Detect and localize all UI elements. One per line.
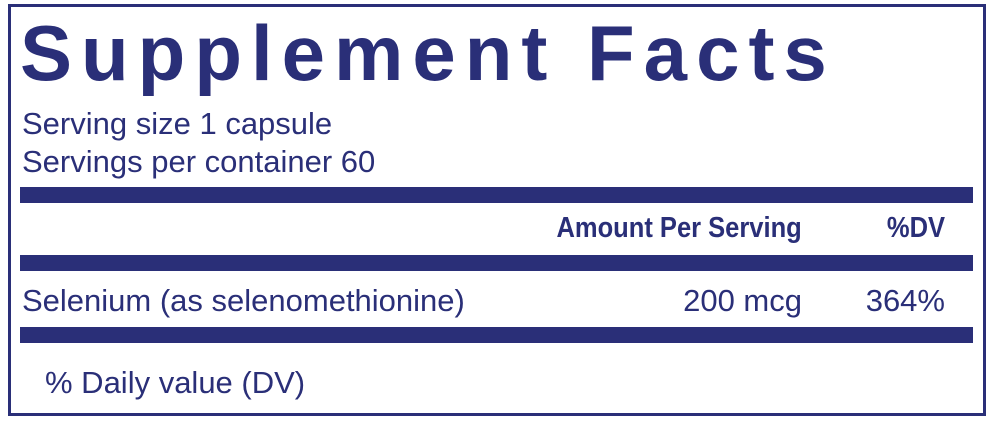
header-amount-per-serving: Amount Per Serving bbox=[556, 212, 802, 244]
serving-size: Serving size 1 capsule bbox=[22, 106, 333, 141]
divider-bar bbox=[20, 255, 973, 271]
servings-per-container: Servings per container 60 bbox=[22, 144, 376, 179]
nutrient-name: Selenium (as selenomethionine) bbox=[22, 283, 465, 318]
nutrient-amount: 200 mcg bbox=[683, 283, 802, 318]
label-title: Supplement Facts bbox=[20, 9, 836, 97]
label-border bbox=[8, 4, 986, 416]
divider-bar bbox=[20, 327, 973, 343]
footnote: % Daily value (DV) bbox=[45, 365, 306, 400]
header-dv: %DV bbox=[886, 212, 945, 244]
nutrient-dv: 364% bbox=[865, 283, 945, 318]
divider-bar bbox=[20, 187, 973, 203]
